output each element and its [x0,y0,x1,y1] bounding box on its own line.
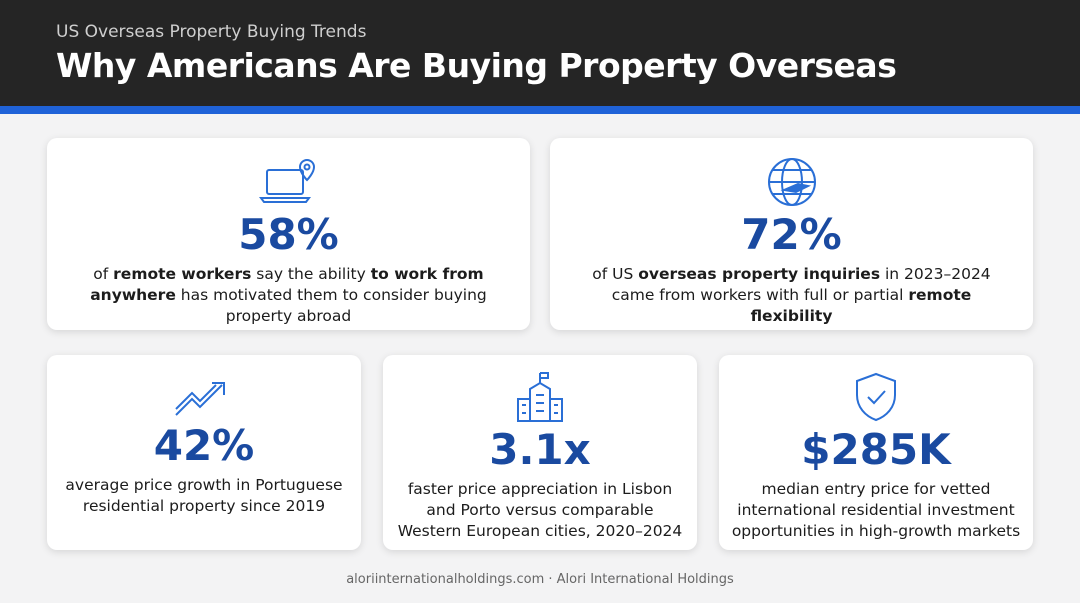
stat: 3.1x [489,425,591,474]
stat: 72% [741,210,842,259]
description-segment: say the ability [251,265,371,283]
stat: 42% [153,421,255,470]
stat-card: $285K median entry price for vetted inte… [719,355,1033,550]
stat-card: 72% of US overseas property inquiries in… [550,138,1033,330]
description-segment: of [93,265,114,283]
stat: $285K [801,425,951,474]
accent-bar [0,106,1080,114]
stat-card: 3.1x faster price appreciation in Lisbon… [383,355,697,550]
description-segment: in 2023–2024 came from workers with full… [611,265,991,304]
description-segment: remote flexibility [750,286,972,325]
header: US Overseas Property Buying Trends Why A… [0,0,1080,106]
shield-icon [856,372,896,422]
globe-icon [767,158,816,206]
footer: aloriinternationalholdings.com · Alori I… [346,572,734,587]
description-segment: remote workers [113,265,252,283]
building-icon [517,372,563,422]
description: average price growth in Portuguese resid… [62,475,347,517]
description-segment: faster price appreciation in Lisbon and … [397,480,683,540]
trend-icon [175,382,225,416]
description-segment: has motivated them to consider buying pr… [175,286,487,325]
description-segment: of US [592,265,639,283]
stat: 58% [238,210,339,259]
description: faster price appreciation in Lisbon and … [395,479,685,542]
stat-card: 42% average price growth in Portuguese r… [47,355,361,550]
title: Why Americans Are Buying Property Overse… [56,46,897,85]
description: of remote workers say the ability to wor… [64,264,514,327]
description: median entry price for vetted internatio… [729,479,1024,542]
description-segment: average price growth in Portuguese resid… [65,476,343,515]
subtitle: US Overseas Property Buying Trends [56,22,367,42]
description-segment: to work from anywhere [90,265,484,304]
stat-card: 58% of remote workers say the ability to… [47,138,530,330]
laptop-icon [258,158,315,203]
description-segment: overseas property inquiries [638,265,881,283]
description-segment: median entry price for vetted internatio… [731,480,1021,540]
description: of US overseas property inquiries in 202… [579,264,1004,327]
